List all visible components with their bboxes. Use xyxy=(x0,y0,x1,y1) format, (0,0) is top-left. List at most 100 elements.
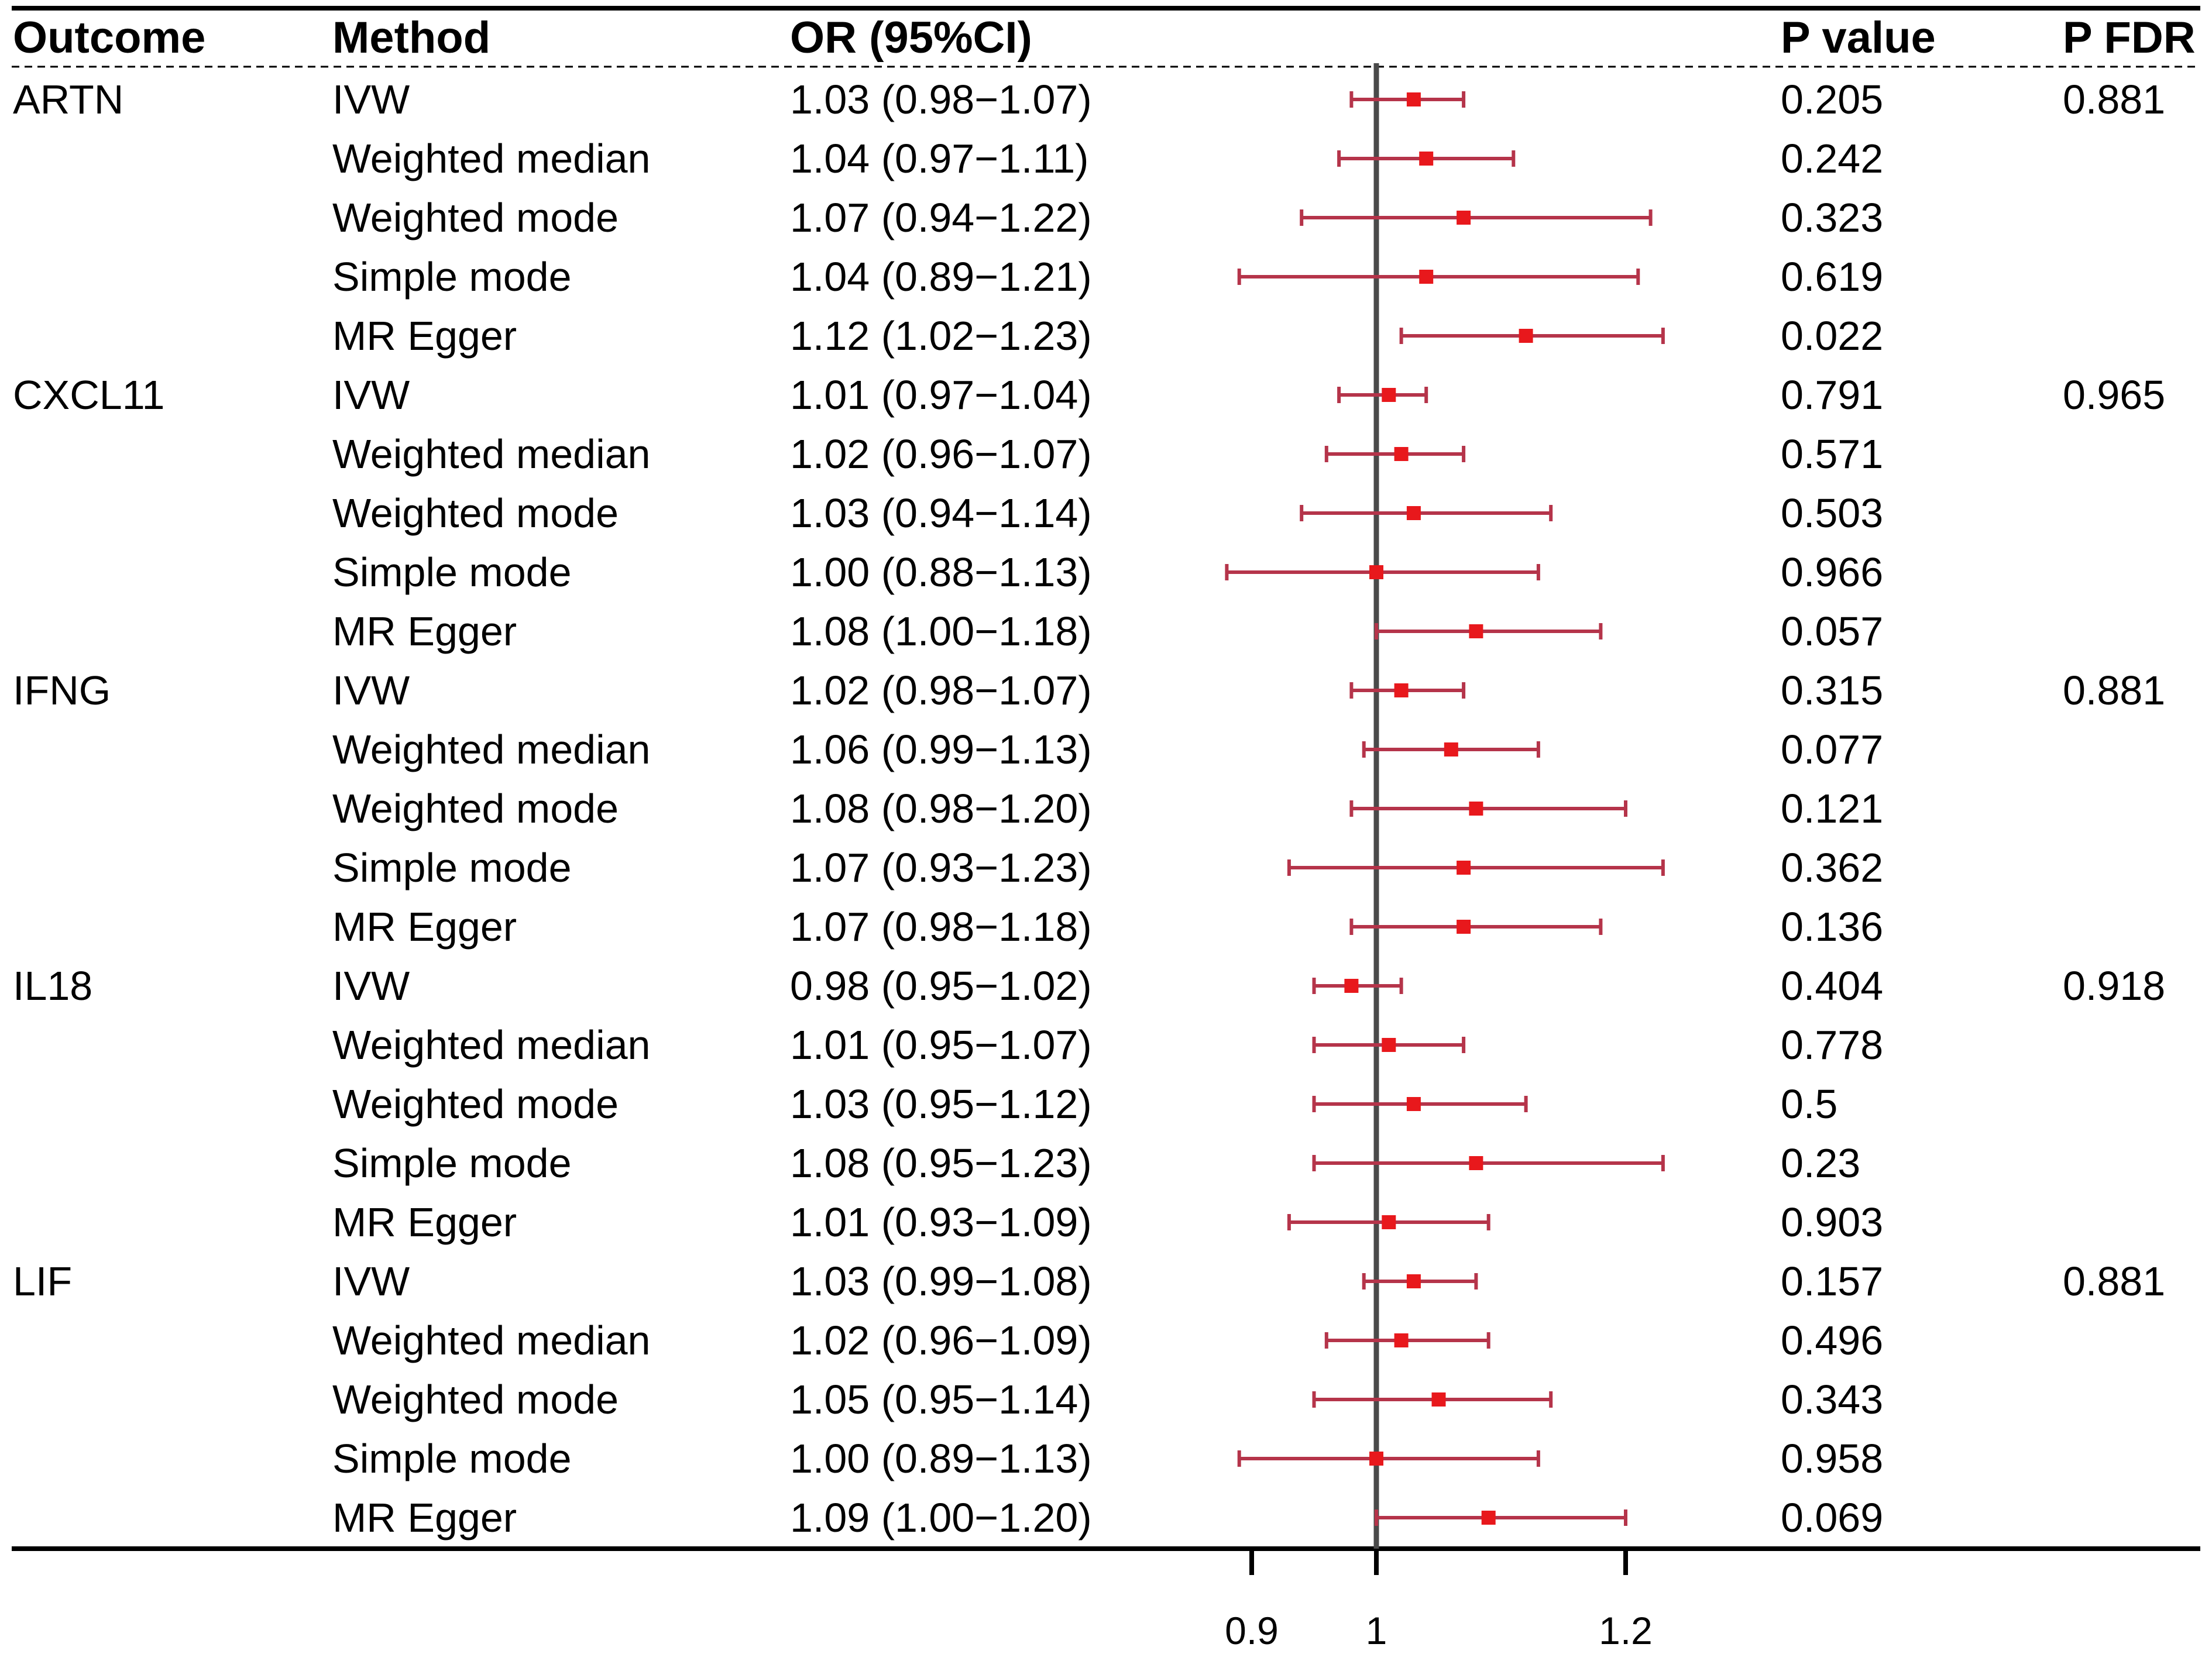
p-value-label: 0.157 xyxy=(1781,1258,1883,1304)
p-value-label: 0.323 xyxy=(1781,195,1883,240)
method-label: IVW xyxy=(332,668,410,713)
method-label: Simple mode xyxy=(332,254,572,300)
method-label: Weighted median xyxy=(332,1318,651,1363)
or-ci-label: 1.07 (0.94−1.22) xyxy=(790,195,1092,240)
or-ci-label: 1.03 (0.98−1.07) xyxy=(790,77,1092,122)
point-estimate xyxy=(1369,1452,1383,1466)
point-estimate xyxy=(1406,1097,1421,1111)
method-label: Weighted mode xyxy=(332,490,619,536)
p-value-label: 0.903 xyxy=(1781,1199,1883,1245)
p-value-label: 0.343 xyxy=(1781,1377,1883,1422)
method-label: Weighted median xyxy=(332,1022,651,1068)
point-estimate xyxy=(1457,920,1471,934)
or-ci-label: 1.04 (0.97−1.11) xyxy=(790,136,1088,181)
p-value-label: 0.966 xyxy=(1781,549,1883,595)
p-fdr-label: 0.918 xyxy=(2063,963,2165,1009)
point-estimate xyxy=(1382,1038,1396,1052)
or-ci-label: 1.01 (0.97−1.04) xyxy=(790,372,1092,418)
or-ci-label: 1.08 (0.98−1.20) xyxy=(790,786,1092,831)
method-label: IVW xyxy=(332,1258,410,1304)
method-label: IVW xyxy=(332,77,410,122)
p-value-label: 0.791 xyxy=(1781,372,1883,418)
p-fdr-label: 0.881 xyxy=(2063,77,2165,122)
header-or: OR (95%CI) xyxy=(790,13,1032,63)
outcome-label: ARTN xyxy=(13,77,123,122)
point-estimate xyxy=(1519,329,1533,343)
header-p-fdr: P FDR xyxy=(2063,13,2196,63)
method-label: Weighted median xyxy=(332,431,651,477)
method-label: Weighted mode xyxy=(332,1081,619,1127)
point-estimate xyxy=(1419,270,1434,284)
point-estimate xyxy=(1419,152,1434,166)
or-ci-label: 1.07 (0.93−1.23) xyxy=(790,845,1092,890)
method-label: Simple mode xyxy=(332,1436,572,1481)
point-estimate xyxy=(1457,861,1471,875)
point-estimate xyxy=(1444,742,1458,756)
header-p-value: P value xyxy=(1781,13,1936,63)
p-value-label: 0.496 xyxy=(1781,1318,1883,1363)
x-tick-label: 1 xyxy=(1366,1609,1387,1652)
method-label: Weighted mode xyxy=(332,195,619,240)
or-ci-label: 1.12 (1.02−1.23) xyxy=(790,313,1092,359)
p-fdr-label: 0.881 xyxy=(2063,1258,2165,1304)
or-ci-label: 1.00 (0.88−1.13) xyxy=(790,549,1092,595)
method-label: Weighted median xyxy=(332,727,651,772)
point-estimate xyxy=(1394,683,1409,697)
point-estimate xyxy=(1406,506,1421,520)
or-ci-label: 1.01 (0.95−1.07) xyxy=(790,1022,1092,1068)
p-value-label: 0.23 xyxy=(1781,1140,1860,1186)
point-estimate xyxy=(1369,565,1383,579)
p-value-label: 0.778 xyxy=(1781,1022,1883,1068)
p-value-label: 0.242 xyxy=(1781,136,1883,181)
point-estimate xyxy=(1406,92,1421,106)
method-label: Weighted mode xyxy=(332,1377,619,1422)
point-estimate xyxy=(1469,1156,1483,1170)
or-ci-label: 1.02 (0.98−1.07) xyxy=(790,668,1092,713)
method-label: MR Egger xyxy=(332,1495,517,1540)
p-value-label: 0.069 xyxy=(1781,1495,1883,1540)
x-tick-label: 1.2 xyxy=(1599,1609,1653,1652)
or-ci-label: 1.08 (1.00−1.18) xyxy=(790,608,1092,654)
or-ci-label: 1.03 (0.94−1.14) xyxy=(790,490,1092,536)
point-estimate xyxy=(1406,1274,1421,1288)
method-label: IVW xyxy=(332,963,410,1009)
or-ci-label: 1.04 (0.89−1.21) xyxy=(790,254,1092,300)
p-value-label: 0.619 xyxy=(1781,254,1883,300)
outcome-label: IL18 xyxy=(13,963,92,1009)
point-estimate xyxy=(1394,1333,1409,1347)
p-fdr-label: 0.881 xyxy=(2063,668,2165,713)
point-estimate xyxy=(1469,624,1483,638)
or-ci-label: 1.08 (0.95−1.23) xyxy=(790,1140,1092,1186)
point-estimate xyxy=(1469,802,1483,816)
outcome-label: CXCL11 xyxy=(13,372,164,418)
outcome-label: IFNG xyxy=(13,668,111,713)
method-label: MR Egger xyxy=(332,313,517,359)
point-estimate xyxy=(1431,1392,1446,1407)
method-label: IVW xyxy=(332,372,410,418)
method-label: MR Egger xyxy=(332,608,517,654)
x-axis: 0.9 1 1.2 xyxy=(1225,1549,1653,1652)
or-ci-label: 1.09 (1.00−1.20) xyxy=(790,1495,1092,1540)
point-estimate xyxy=(1457,211,1471,225)
point-estimate xyxy=(1382,1215,1396,1229)
p-value-label: 0.5 xyxy=(1781,1081,1837,1127)
or-ci-label: 1.02 (0.96−1.09) xyxy=(790,1318,1092,1363)
or-ci-label: 1.03 (0.99−1.08) xyxy=(790,1258,1092,1304)
p-value-label: 0.121 xyxy=(1781,786,1883,831)
or-ci-label: 1.02 (0.96−1.07) xyxy=(790,431,1092,477)
p-value-label: 0.057 xyxy=(1781,608,1883,654)
forest-marks xyxy=(1225,63,1665,1549)
point-estimate xyxy=(1394,447,1409,461)
p-value-label: 0.077 xyxy=(1781,727,1883,772)
or-ci-label: 0.98 (0.95−1.02) xyxy=(790,963,1092,1009)
point-estimate xyxy=(1344,979,1359,993)
method-label: Simple mode xyxy=(332,845,572,890)
table-rows: ARTN IVW 1.03 (0.98−1.07) 0.205 0.881 Weighte… xyxy=(13,77,2165,1540)
p-value-label: 0.205 xyxy=(1781,77,1883,122)
p-value-label: 0.362 xyxy=(1781,845,1883,890)
outcome-label: LIF xyxy=(13,1258,72,1304)
or-ci-label: 1.06 (0.99−1.13) xyxy=(790,727,1092,772)
method-label: Weighted median xyxy=(332,136,651,181)
p-value-label: 0.503 xyxy=(1781,490,1883,536)
